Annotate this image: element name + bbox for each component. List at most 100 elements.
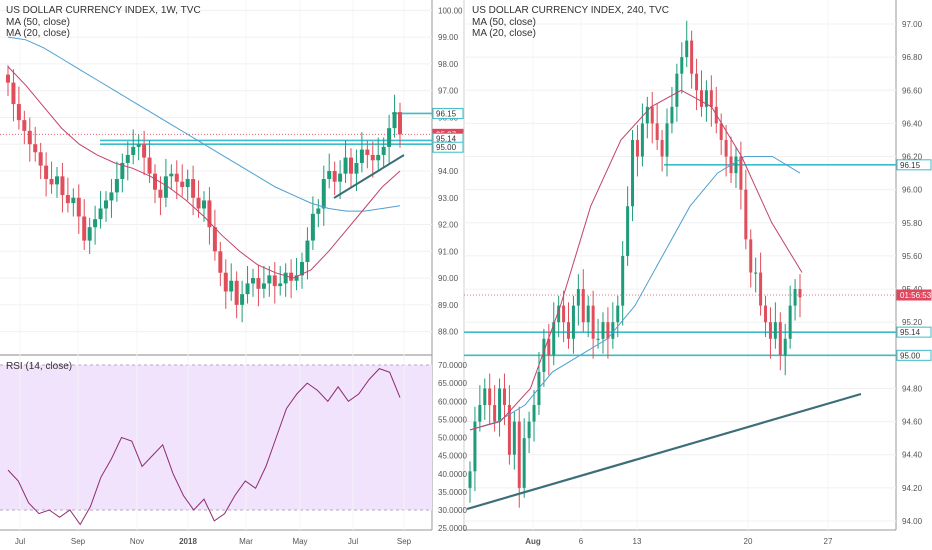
- right-candle-body: [685, 40, 689, 58]
- left-candle-body: [104, 200, 108, 209]
- left-candle-body: [163, 176, 168, 198]
- right-time-tick: 20: [744, 537, 753, 546]
- rsi-line-group: [7, 368, 401, 526]
- right-price-tick: 95.20: [902, 318, 923, 327]
- left-legend-ma50: MA (50, close): [6, 17, 70, 28]
- right-candle-body: [695, 73, 699, 91]
- grid: [0, 0, 896, 530]
- right-candle-body: [621, 255, 625, 306]
- right-candle-body: [488, 388, 492, 406]
- right-price-tick: 95.80: [902, 219, 923, 228]
- left-candle-body: [359, 149, 364, 163]
- left-candle-body: [387, 128, 392, 147]
- left-candle-body: [191, 179, 196, 198]
- axes: 100.00 99.00 98.00 97.00 96.00 95.00 94.00 93.0…: [15, 6, 932, 546]
- left-candle-body: [332, 170, 337, 182]
- left-price-pane: [0, 0, 432, 355]
- rsi-axis-tick: 65.0000: [438, 379, 467, 388]
- left-candle-body: [120, 162, 125, 180]
- right-candle-body: [754, 272, 758, 274]
- right-trendline[interactable]: [466, 392, 862, 511]
- right-price-tick: 96.60: [902, 86, 923, 95]
- right-candle-body: [793, 289, 797, 306]
- left-candle-body: [27, 130, 32, 145]
- rsi-axis-tick: 45.0000: [438, 452, 467, 461]
- left-price-tag-box: [432, 141, 464, 153]
- right-candle-body: [522, 438, 526, 488]
- right-candle-body: [517, 421, 521, 488]
- right-candle-body: [591, 305, 595, 339]
- right-candle-body: [704, 90, 708, 107]
- left-candle-body: [158, 189, 163, 198]
- left-candle-body: [87, 227, 92, 241]
- left-candle-body: [180, 181, 185, 188]
- right-candle-body: [783, 338, 787, 356]
- left-candle-body: [71, 197, 76, 204]
- right-candle-body: [719, 123, 723, 140]
- left-candle-body: [234, 280, 239, 305]
- right-price-tick: 94.00: [902, 517, 923, 526]
- right-moving-averages: [469, 89, 803, 431]
- right-candle-body: [498, 388, 502, 422]
- left-price-tick: 99.00: [438, 33, 459, 42]
- right-candle-body: [493, 405, 497, 422]
- right-candle-body: [709, 90, 713, 107]
- left-price-tick: 91.00: [438, 247, 459, 256]
- left-price-tick: 89.00: [438, 301, 459, 310]
- right-candle-body: [527, 421, 531, 439]
- right-candle-body: [606, 322, 610, 339]
- left-candle-body: [349, 157, 353, 174]
- right-candle-body: [631, 139, 635, 207]
- left-candle-body: [38, 152, 43, 166]
- right-candle-body: [778, 322, 782, 356]
- rsi-axis-tick: 50.0000: [438, 434, 467, 443]
- left-candle-body: [185, 179, 190, 188]
- left-candles: [6, 65, 402, 323]
- left-candle-body: [240, 294, 245, 305]
- right-candle-body: [542, 338, 546, 372]
- left-candle-body: [60, 176, 65, 196]
- left-candle-body: [245, 283, 250, 295]
- left-candle-body: [33, 144, 38, 153]
- left-candle-body: [93, 219, 98, 228]
- right-price-tick: 94.20: [902, 484, 923, 493]
- right-candle-body: [532, 405, 536, 422]
- left-legend-ma20: MA (20, close): [6, 28, 70, 39]
- right-candle-body: [626, 206, 630, 256]
- left-candle-body: [6, 74, 10, 83]
- left-candle-body: [65, 195, 70, 204]
- left-price-tag: 96.15: [436, 109, 457, 118]
- left-candle-body: [267, 275, 272, 284]
- left-candle-body: [11, 82, 16, 105]
- left-candle-body: [305, 240, 310, 263]
- left-candle-body: [283, 272, 288, 284]
- left-candle-body: [147, 157, 152, 174]
- right-candle-body: [690, 40, 694, 74]
- right-candle-body: [547, 338, 551, 356]
- left-price-tag-box: [432, 107, 464, 119]
- right-candle-body: [557, 305, 561, 323]
- left-candle-body: [398, 112, 402, 135]
- right-legend-ma50: MA (50, close): [472, 17, 536, 28]
- right-candle-body: [798, 289, 802, 298]
- left-trendline[interactable]: [333, 154, 405, 199]
- right-candle-body: [596, 338, 600, 340]
- left-candle-body: [44, 165, 49, 180]
- rsi-axis-tick: 25.0000: [438, 524, 467, 533]
- left-candle-body: [196, 197, 201, 209]
- right-candle-body: [581, 289, 585, 323]
- left-price-tick: 90.00: [438, 274, 459, 283]
- right-ma50-line: [469, 156, 801, 431]
- right-candle-body: [507, 405, 511, 455]
- rsi-axis-tick: 70.0000: [438, 361, 467, 370]
- left-candle-body: [381, 146, 386, 155]
- rsi-axis-tick: 30.0000: [438, 506, 467, 515]
- left-ma50-line: [7, 36, 401, 212]
- right-ma20-line: [469, 89, 803, 431]
- right-price-tag: 01:56:53: [900, 291, 932, 300]
- right-candle-body: [749, 239, 753, 273]
- right-candle-body: [576, 289, 580, 306]
- right-candle-body: [611, 322, 615, 339]
- left-candle-body: [343, 157, 348, 174]
- right-price-tag: 95.14: [900, 328, 921, 337]
